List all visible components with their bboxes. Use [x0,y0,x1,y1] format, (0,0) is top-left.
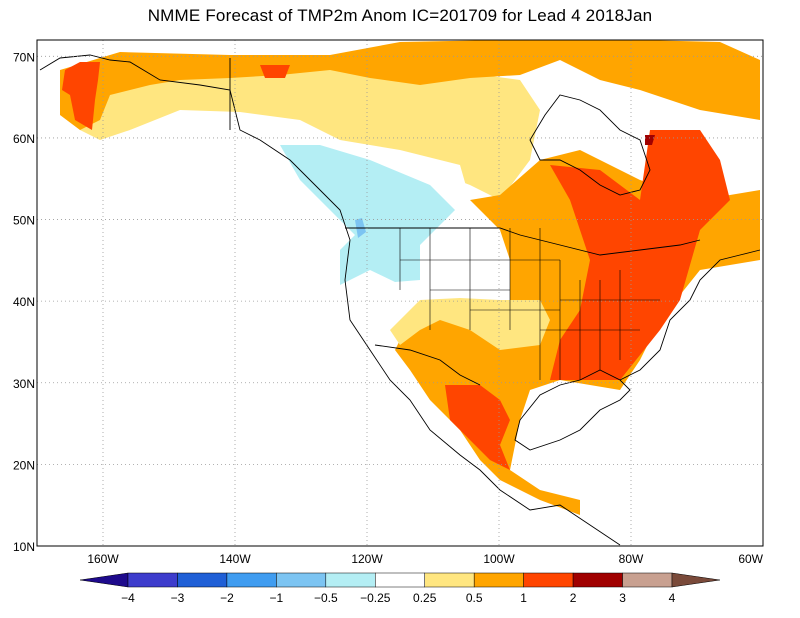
map-title: NMME Forecast of TMP2m Anom IC=201709 fo… [147,6,653,25]
latitude-labels: 70N 60N 50N 40N 30N 20N 10N [13,50,35,554]
colorbar-label: −2 [220,591,234,605]
anomaly-region-light-blue [280,145,455,285]
lat-tick-label: 30N [13,377,35,391]
anomaly-region-red-east [550,130,730,380]
lon-tick-label: 160W [87,552,119,566]
anomaly-shading [60,40,760,515]
colorbar-swatch [622,572,673,588]
colorbar-label: −0.25 [360,591,391,605]
colorbar-swatch [276,572,327,588]
colorbar: −4 −3 −2 −1 −0.5 −0.25 0.25 0.5 1 2 3 4 [79,572,721,605]
colorbar-swatch [325,572,376,588]
anomaly-region-red-arctic [260,65,290,78]
lat-tick-label: 40N [13,295,35,309]
colorbar-swatch [127,572,178,588]
lon-tick-label: 60W [738,552,763,566]
colorbar-label: 0.25 [413,591,437,605]
lat-tick-label: 70N [13,50,35,64]
colorbar-label: −3 [171,591,185,605]
colorbar-swatch [177,572,228,588]
colorbar-label: 2 [570,591,577,605]
colorbar-swatch [226,572,277,588]
lat-tick-label: 10N [13,540,35,554]
anomaly-region-dark-red [645,135,655,145]
border-us-mexico [374,344,481,386]
colorbar-label: −4 [121,591,135,605]
colorbar-swatch [523,572,574,588]
colorbar-label: −0.5 [314,591,338,605]
lon-tick-label: 120W [351,552,383,566]
map-frame [36,39,764,547]
anomaly-region-red-mexico [445,385,510,470]
lon-tick-label: 140W [219,552,251,566]
lat-tick-label: 50N [13,214,35,228]
lat-tick-label: 20N [13,458,35,472]
colorbar-label: 4 [669,591,676,605]
colorbar-swatch [473,572,524,588]
state-borders [399,228,660,380]
anomaly-region-red-alaska [62,62,100,130]
colorbar-swatch [572,572,623,588]
lon-tick-label: 80W [619,552,644,566]
coastlines [39,54,761,546]
coastline-north-america [39,54,761,546]
coastline-hudson-bay [529,94,651,196]
colorbar-label: 3 [619,591,626,605]
lat-lon-grid [37,40,763,546]
colorbar-label: −1 [270,591,284,605]
colorbar-arrow-high [671,572,721,588]
colorbar-label: 1 [520,591,527,605]
colorbar-arrow-low [79,572,129,588]
lon-tick-label: 100W [483,552,515,566]
colorbar-label: 0.5 [466,591,483,605]
lat-tick-label: 60N [13,132,35,146]
anomaly-region-orange-north [60,40,760,130]
colorbar-swatch [375,572,425,588]
border-us-canada [345,227,701,256]
longitude-labels: 160W 140W 120W 100W 80W 60W [87,552,763,566]
colorbar-swatch [424,572,475,588]
